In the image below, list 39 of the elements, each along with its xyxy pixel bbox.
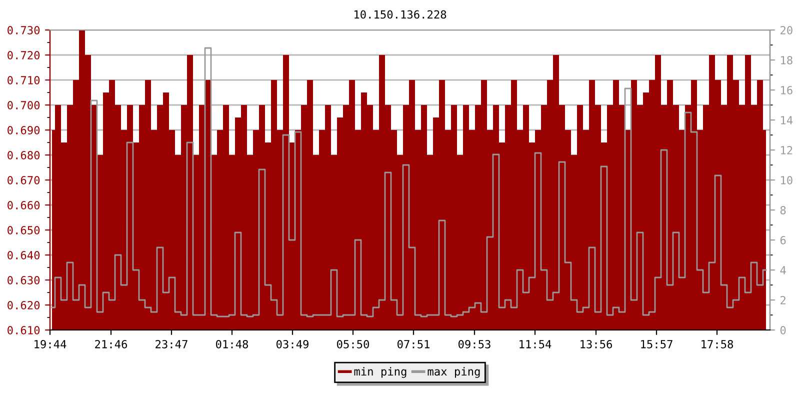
x-tick-label: 09:53	[458, 340, 490, 348]
y2-tick-label: 8	[780, 206, 786, 214]
y-tick-label: 0.660	[8, 201, 40, 210]
x-tick-label: 17:58	[702, 340, 734, 348]
x-tick-label: 11:54	[520, 340, 552, 348]
y-tick-label: 0.680	[8, 151, 40, 160]
y-tick-label: 0.730	[8, 26, 40, 34]
x-tick-label: 07:51	[398, 340, 430, 348]
legend-label: max ping	[428, 367, 480, 378]
y2-tick-label: 6	[780, 236, 786, 244]
y-tick-label: 0.710	[8, 76, 40, 84]
x-tick-label: 13:56	[580, 340, 612, 348]
legend-label: min ping	[354, 367, 406, 378]
y-tick-label: 0.640	[8, 251, 40, 260]
y2-tick-label: 18	[781, 56, 792, 64]
y-tick-label: 0.690	[8, 126, 40, 134]
y-tick-label: 0.620	[8, 301, 40, 310]
y-tick-label: 0.610	[8, 326, 40, 334]
y-tick-label: 0.630	[8, 276, 40, 284]
y2-tick-label: 16	[781, 86, 792, 94]
x-tick-label: 19:44	[34, 340, 66, 348]
y2-tick-label: 20	[780, 26, 792, 34]
y-tick-label: 0.720	[8, 51, 40, 60]
x-tick-label: 23:47	[156, 340, 188, 348]
y2-tick-label: 4	[780, 266, 786, 274]
y2-tick-label: 2	[780, 296, 786, 304]
x-tick-label: 15:57	[641, 340, 672, 348]
y-tick-label: 0.700	[8, 101, 40, 110]
y2-tick-label: 10	[781, 176, 792, 184]
x-tick-label: 03:49	[276, 340, 308, 348]
y-tick-label: 0.670	[8, 176, 40, 184]
y2-tick-label: 12	[781, 146, 792, 154]
x-tick-label: 01:48	[216, 340, 248, 348]
x-tick-label: 21:46	[95, 340, 128, 348]
chart-title: 10.150.136.228	[354, 10, 446, 19]
x-tick-label: 05:50	[337, 340, 370, 348]
y2-tick-label: 0	[780, 326, 786, 334]
y2-tick-label: 14	[781, 116, 793, 124]
y-tick-label: 0.650	[8, 226, 40, 234]
